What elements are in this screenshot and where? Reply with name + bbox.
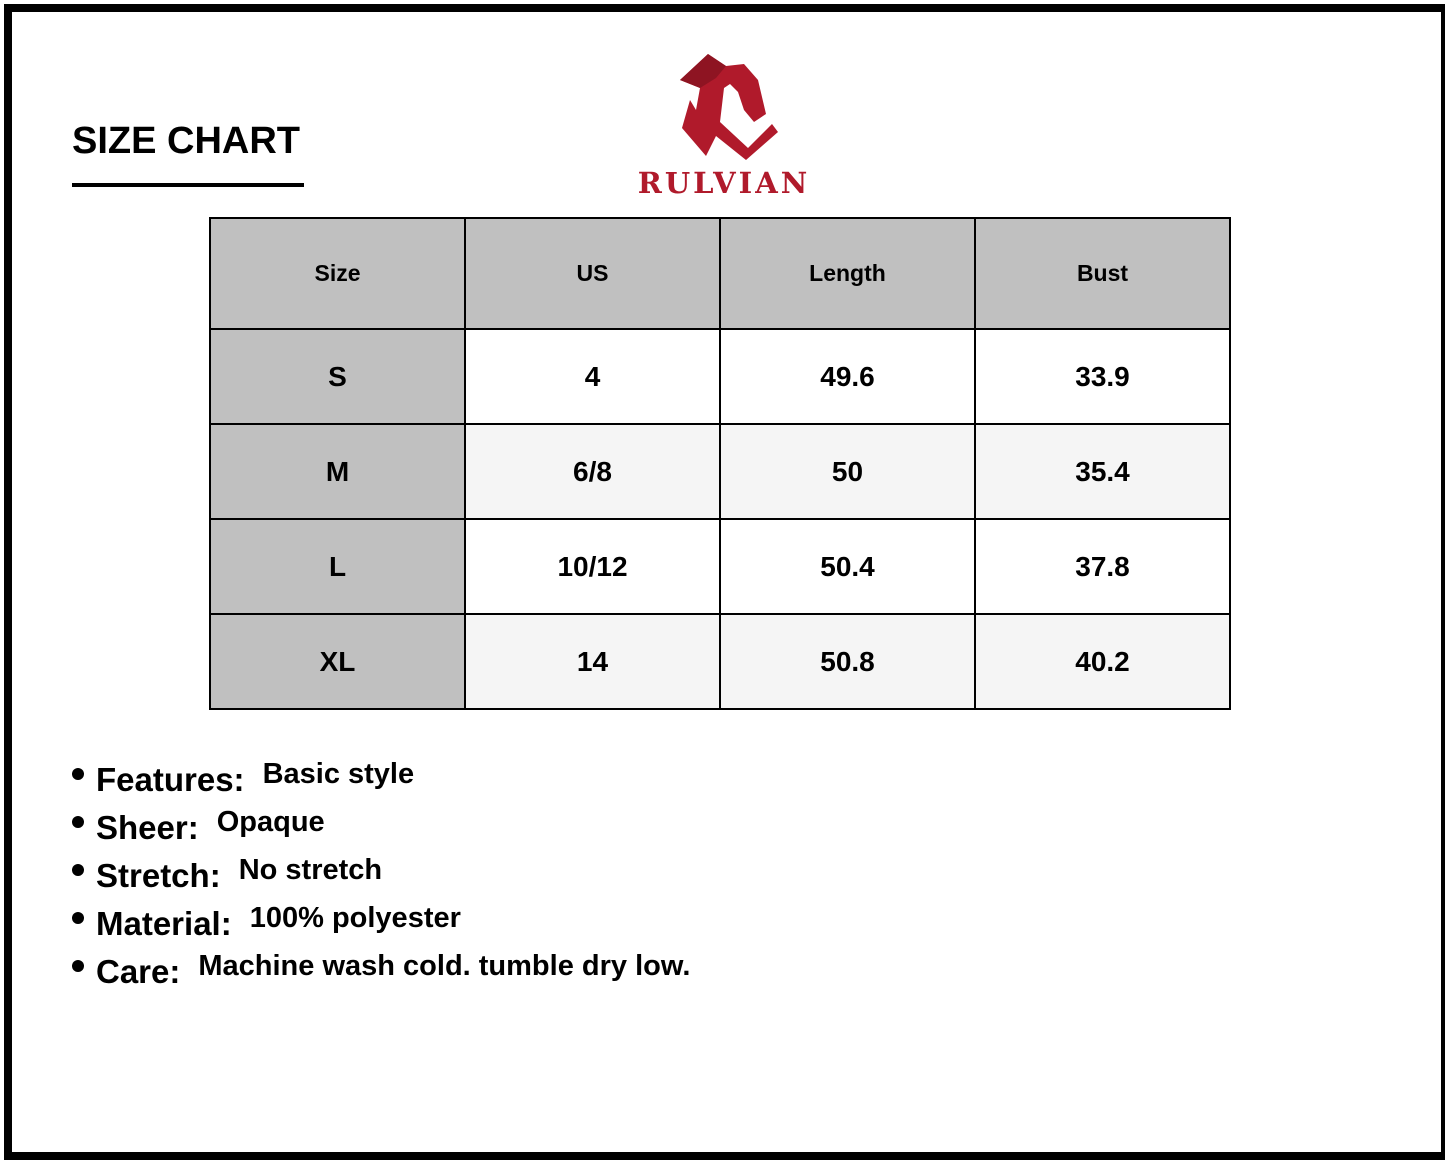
cell-us: 6/8 [464,423,721,520]
bullet-icon [72,864,84,876]
cell-bust: 35.4 [974,423,1231,520]
cell-us: 10/12 [464,518,721,615]
page-title: SIZE CHART [72,120,300,162]
spec-list: Features: Basic style Sheer: Opaque Stretc… [72,752,690,992]
cell-bust: 40.2 [974,613,1231,710]
r-logo-icon [680,54,778,160]
header-bust: Bust [974,217,1231,330]
spec-item-material: Material: 100% polyester [72,896,690,944]
bullet-icon [72,768,84,780]
header-us: US [464,217,721,330]
table-row: S 4 49.6 33.9 [209,328,1231,425]
cell-us: 14 [464,613,721,710]
header-length: Length [719,217,976,330]
table-row: M 6/8 50 35.4 [209,423,1231,520]
spec-item-features: Features: Basic style [72,752,690,800]
spec-label: Stretch: [96,857,221,894]
spec-label: Features: [96,761,245,798]
size-table: Size US Length Bust S 4 49.6 33.9 M 6/8 … [209,217,1231,710]
cell-size: L [209,518,466,615]
title-underline [72,183,304,187]
spec-label: Sheer: [96,809,199,846]
bullet-icon [72,816,84,828]
spec-value: Opaque [216,805,325,838]
spec-value: No stretch [238,853,383,886]
brand-logo: RULVIAN [626,52,822,202]
brand-name: RULVIAN [637,166,811,200]
header-size: Size [209,217,466,330]
spec-item-care: Care: Machine wash cold. tumble dry low. [72,944,690,992]
cell-us: 4 [464,328,721,425]
spec-item-sheer: Sheer: Opaque [72,800,690,848]
cell-length: 49.6 [719,328,976,425]
spec-label: Care: [96,953,181,990]
bullet-icon [72,912,84,924]
cell-length: 50 [719,423,976,520]
spec-label: Material: [96,905,232,942]
spec-value: Machine wash cold. tumble dry low. [198,949,691,982]
cell-size: M [209,423,466,520]
bullet-icon [72,960,84,972]
table-row: L 10/12 50.4 37.8 [209,518,1231,615]
cell-length: 50.4 [719,518,976,615]
cell-size: S [209,328,466,425]
spec-item-stretch: Stretch: No stretch [72,848,690,896]
table-header-row: Size US Length Bust [209,217,1231,330]
cell-length: 50.8 [719,613,976,710]
table-row: XL 14 50.8 40.2 [209,613,1231,710]
cell-bust: 33.9 [974,328,1231,425]
spec-value: Basic style [262,757,415,790]
spec-value: 100% polyester [249,901,461,934]
cell-bust: 37.8 [974,518,1231,615]
cell-size: XL [209,613,466,710]
